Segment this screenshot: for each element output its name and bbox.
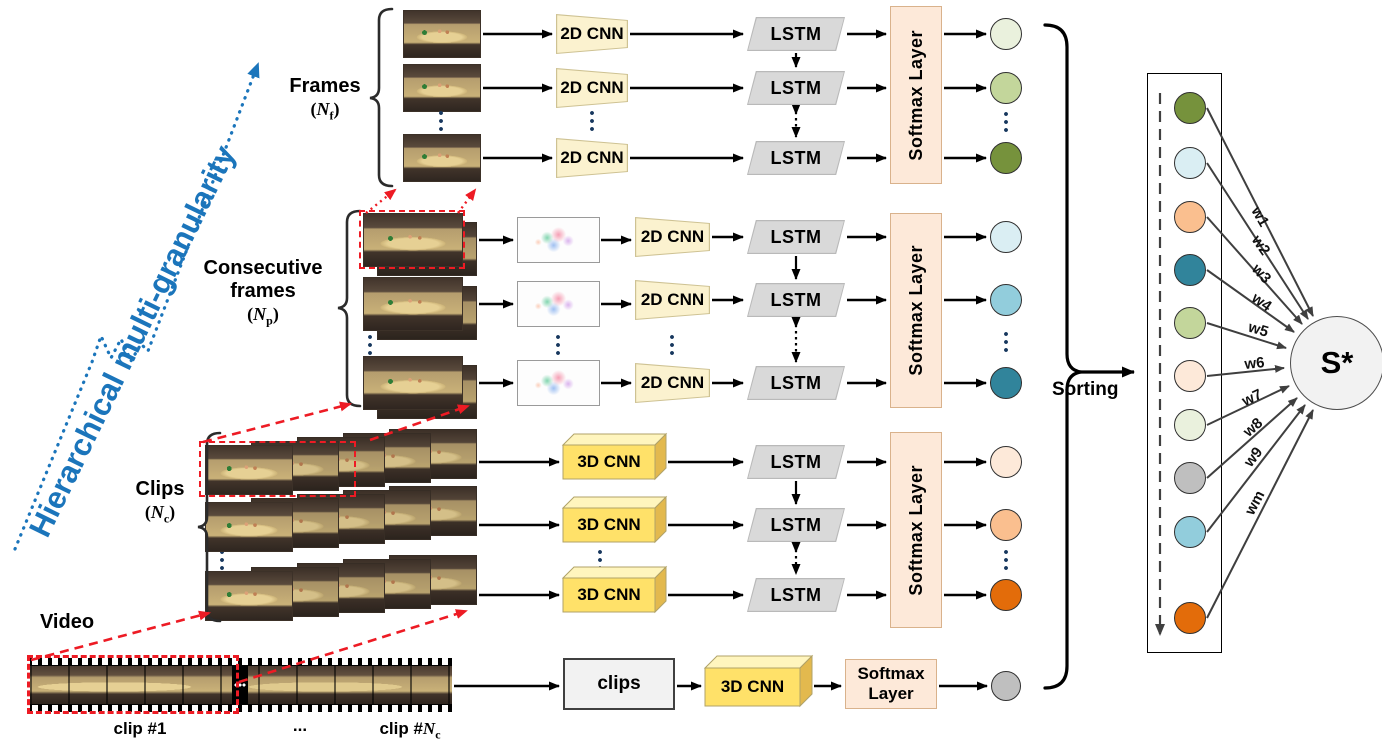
vertical-ellipsis-icon xyxy=(220,549,224,571)
cnn-2d-block: 2D CNN xyxy=(635,280,710,320)
optical-flow-thumbnail xyxy=(517,281,600,327)
prediction-circle xyxy=(990,446,1022,478)
frame-pair-front-thumbnail xyxy=(363,213,463,267)
frame-thumbnail xyxy=(403,64,481,112)
cnn-3d-block: 3D CNN xyxy=(577,452,641,471)
sorted-circle xyxy=(1174,360,1206,392)
frame-thumbnail xyxy=(403,10,481,58)
lstm-block: LSTM xyxy=(747,445,845,479)
weight-label: wm xyxy=(1241,488,1268,519)
collecting-brace xyxy=(1043,23,1135,690)
cnn-2d-block: 2D CNN xyxy=(556,138,628,178)
lstm-block: LSTM xyxy=(747,220,845,254)
vertical-ellipsis-icon xyxy=(1004,331,1008,353)
cnn-3d-block: 3D CNN xyxy=(577,515,641,534)
softmax-layer-block: Softmax Layer xyxy=(890,213,942,408)
vertical-ellipsis-icon xyxy=(368,334,372,356)
weight-label: w7 xyxy=(1239,386,1265,410)
frame-pair-front-thumbnail xyxy=(363,356,463,410)
clips-ellipsis-label: ... xyxy=(292,716,308,735)
cnn-2d-block: 2D CNN xyxy=(556,68,628,108)
vertical-ellipsis-icon xyxy=(670,334,674,356)
weight-label: w1 xyxy=(1247,203,1272,230)
lstm-block: LSTM xyxy=(747,366,845,400)
vertical-ellipsis-icon xyxy=(590,110,594,132)
clips-box: clips xyxy=(563,658,675,710)
video-level-label: Video xyxy=(39,611,95,633)
lstm-block: LSTM xyxy=(747,578,845,612)
sorted-circle xyxy=(1174,147,1206,179)
clips-level-label: Clips (Nc) xyxy=(135,478,185,526)
sorted-circle xyxy=(1174,92,1206,124)
optical-flow-thumbnail xyxy=(517,217,600,263)
sorted-circle xyxy=(1174,409,1206,441)
weight-label: w6 xyxy=(1243,354,1266,373)
consecutive-count-label: (Np) xyxy=(247,304,279,328)
clips-count-label: (Nc) xyxy=(144,502,176,526)
consecutive-frames-level-label: Consecutive frames (Np) xyxy=(203,257,323,328)
prediction-circle xyxy=(990,509,1022,541)
prediction-circle xyxy=(990,284,1022,316)
fused-score-node: S* xyxy=(1290,316,1382,410)
zoom-region-red-box xyxy=(359,210,465,269)
frames-count-label: (Nf) xyxy=(310,99,340,123)
clip-stack-thumbnail xyxy=(205,502,293,552)
frame-thumbnail xyxy=(403,134,481,182)
lstm-block: LSTM xyxy=(747,508,845,542)
prediction-circle xyxy=(990,18,1022,50)
cnn-3d-block: 3D CNN xyxy=(720,677,785,696)
cnn-2d-block: 2D CNN xyxy=(635,217,710,257)
sorted-circle xyxy=(1174,254,1206,286)
clip1-label: clip #1 xyxy=(113,719,167,738)
prediction-circle xyxy=(990,72,1022,104)
cnn-2d-block: 2D CNN xyxy=(635,363,710,403)
lstm-block: LSTM xyxy=(747,283,845,317)
frame-pair-front-thumbnail xyxy=(363,277,463,331)
prediction-circle xyxy=(990,579,1022,611)
clip1-red-box xyxy=(27,655,239,714)
vertical-ellipsis-icon xyxy=(1004,111,1008,133)
frames-level-label: Frames (Nf) xyxy=(289,75,361,123)
lstm-block: LSTM xyxy=(747,141,845,175)
sorted-circle xyxy=(1174,307,1206,339)
prediction-circle xyxy=(990,367,1022,399)
vertical-ellipsis-icon xyxy=(1004,549,1008,571)
sorted-circle xyxy=(1174,462,1206,494)
weight-labels: w1 w2 w3 w4 w5 w6 w7 w8 w9 wm xyxy=(1239,203,1276,519)
cnn-3d-block: 3D CNN xyxy=(577,585,641,604)
sorting-label: Sorting xyxy=(1052,379,1119,400)
vertical-ellipsis-icon xyxy=(556,334,560,356)
softmax-layer-block: Softmax Layer xyxy=(890,6,942,184)
sorted-circle xyxy=(1174,201,1206,233)
clip-stack-thumbnail xyxy=(205,571,293,621)
softmax-layer-block: Softmax Layer xyxy=(845,659,937,709)
prediction-circle xyxy=(990,142,1022,174)
weight-label: w4 xyxy=(1248,289,1275,315)
vertical-ellipsis-icon xyxy=(439,110,443,132)
optical-flow-thumbnail xyxy=(517,360,600,406)
weight-label: w2 xyxy=(1247,232,1273,259)
vertical-ellipsis-icon xyxy=(598,549,602,571)
weight-label: w8 xyxy=(1239,415,1266,442)
weight-label: w9 xyxy=(1240,444,1266,471)
zoom-region-red-box xyxy=(199,441,356,497)
lstm-block: LSTM xyxy=(747,71,845,105)
clipn-label: clip #Nc xyxy=(379,719,441,742)
weight-label: w5 xyxy=(1245,318,1270,340)
sorted-circle xyxy=(1174,516,1206,548)
prediction-circle xyxy=(990,221,1022,253)
lstm-block: LSTM xyxy=(747,17,845,51)
prediction-circle xyxy=(991,671,1021,701)
film-sprocket-holes xyxy=(30,705,452,712)
softmax-layer-block: Softmax Layer xyxy=(890,432,942,628)
sorted-circle xyxy=(1174,602,1206,634)
cnn-2d-block: 2D CNN xyxy=(556,14,628,54)
weight-label: w3 xyxy=(1248,260,1275,287)
